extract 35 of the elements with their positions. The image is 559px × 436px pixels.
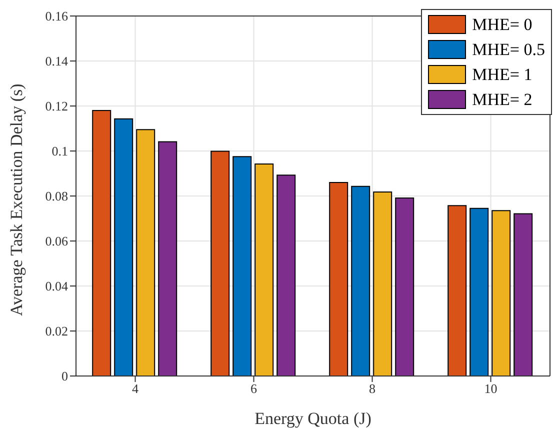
x-tick-label: 8 xyxy=(369,381,376,396)
bar xyxy=(373,191,392,376)
bar xyxy=(276,174,296,376)
bar xyxy=(158,141,178,376)
y-tick-label: 0.06 xyxy=(45,234,68,249)
y-tick-label: 0.08 xyxy=(45,188,68,204)
bar xyxy=(351,186,370,376)
y-tick-label: 0.02 xyxy=(45,324,68,339)
y-tick-label: 0.14 xyxy=(45,54,68,69)
y-tick-label: 0.16 xyxy=(45,8,68,24)
x-tick-label: 10 xyxy=(484,381,498,396)
bar xyxy=(448,205,467,376)
bar xyxy=(92,110,112,376)
bar xyxy=(232,156,252,376)
y-tick-label: 0.12 xyxy=(45,98,68,114)
x-tick-label: 4 xyxy=(132,381,139,396)
bar xyxy=(395,198,414,376)
y-tick-label: 0.1 xyxy=(52,144,68,159)
bar xyxy=(114,118,134,376)
bar xyxy=(254,164,274,376)
legend-label: MHE= 2 xyxy=(472,90,532,110)
y-tick-label: 0.04 xyxy=(45,278,68,294)
legend-label: MHE= 1 xyxy=(472,64,532,84)
bar xyxy=(470,208,489,376)
bar xyxy=(492,210,511,376)
bar xyxy=(329,182,348,376)
legend-label: MHE= 0 xyxy=(472,14,532,34)
bar xyxy=(210,150,230,376)
bar xyxy=(136,129,156,376)
x-tick-label: 6 xyxy=(250,381,258,396)
bar xyxy=(514,213,533,376)
legend-label: MHE= 0.5 xyxy=(472,40,545,60)
y-tick-label: 0 xyxy=(62,368,68,384)
x-axis-title: Energy Quota (J) xyxy=(254,409,372,428)
y-axis-title: Average Task Execution Delay (s) xyxy=(7,84,26,316)
